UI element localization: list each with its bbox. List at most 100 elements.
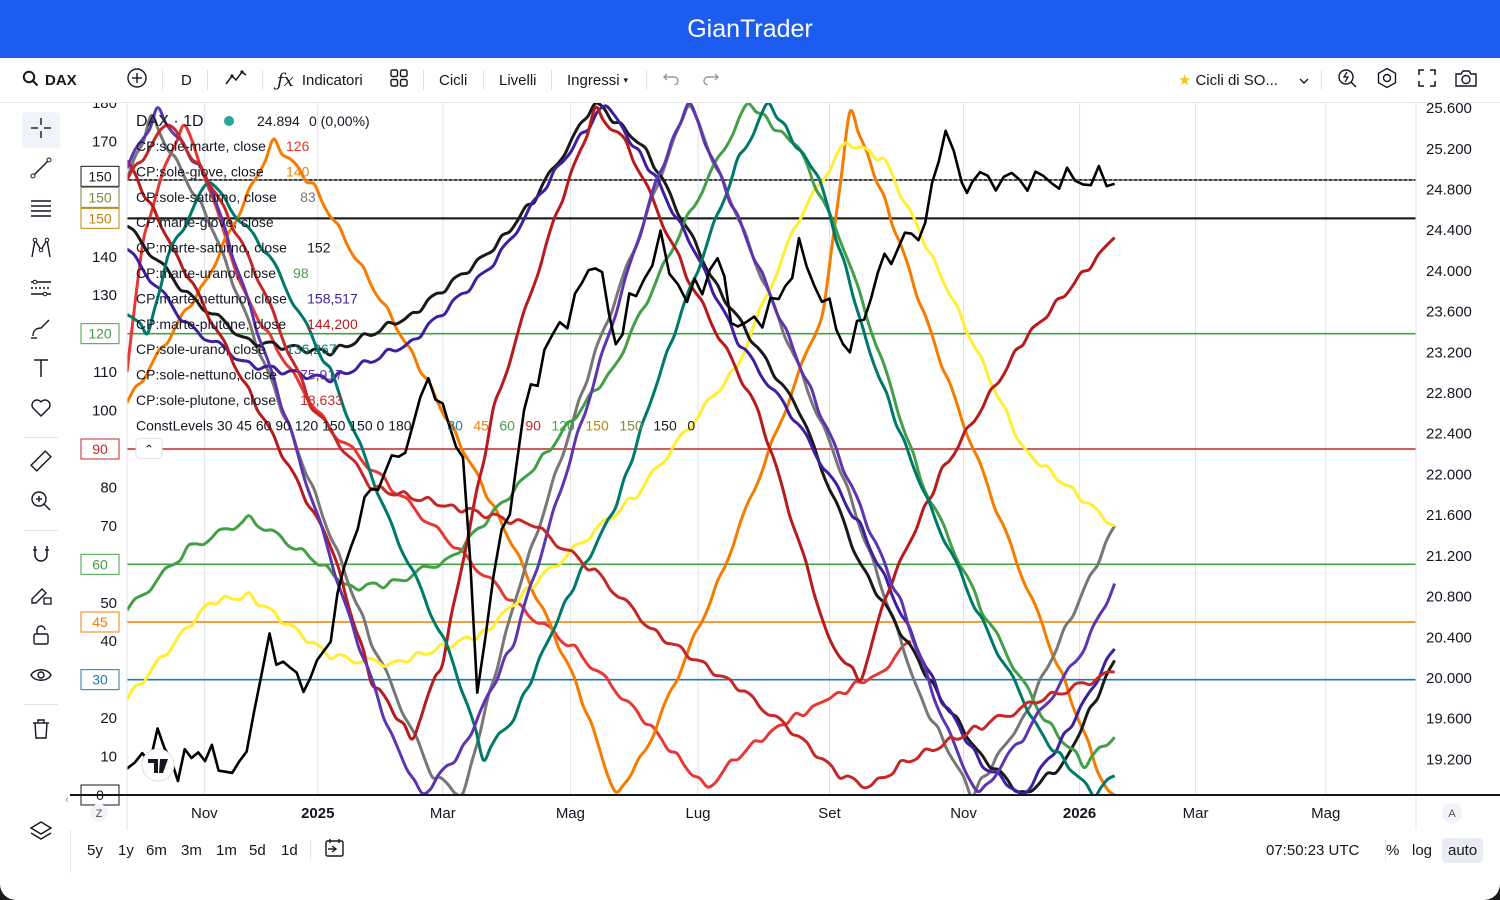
settings-button[interactable] (1376, 58, 1398, 102)
cycle-series-line (127, 141, 1116, 700)
ingressi-label: Ingressi (567, 71, 620, 89)
brush-icon (29, 316, 53, 345)
legend-row-value: 98 (293, 265, 309, 281)
range-1d[interactable]: 1d (281, 841, 298, 859)
auto-scale-button[interactable] (1442, 803, 1462, 823)
zoom-tool[interactable] (28, 490, 54, 516)
chart-area[interactable]: Nov2025MarMagLugSetNov2026MarMag18017016… (70, 103, 1500, 830)
interval-button[interactable]: D (181, 71, 192, 89)
compare-button[interactable] (126, 58, 148, 102)
auto-toggle[interactable]: auto (1442, 837, 1484, 863)
redo-icon (702, 71, 720, 89)
drawing-toolbar (12, 103, 71, 873)
brush-tool[interactable] (28, 317, 54, 343)
collapse-toolbar-button[interactable]: ‹ (65, 794, 69, 806)
level-axis-badge-label: 30 (92, 672, 108, 688)
legend-row-label: CP:marte-giove, close (136, 214, 274, 230)
range-6m[interactable]: 6m (146, 841, 167, 859)
level-axis-badge (80, 438, 120, 460)
pattern-tool[interactable] (28, 237, 54, 263)
fullscreen-button[interactable] (1417, 58, 1437, 102)
undo-button[interactable] (662, 58, 680, 102)
star-icon: ★ (1178, 72, 1192, 89)
measure-tool[interactable] (28, 449, 54, 478)
x-tick-label: Mar (1183, 805, 1209, 822)
percent-toggle[interactable]: % (1386, 841, 1400, 859)
level-axis-badge-label: 150 (88, 210, 112, 226)
crosshair-tool[interactable] (22, 112, 60, 148)
redo-button[interactable] (702, 58, 720, 102)
right-tick-label: 24.800 (1426, 182, 1472, 199)
right-tick-label: 23.600 (1426, 304, 1472, 321)
crosshair-icon (29, 116, 53, 145)
legend-row-value: 83 (300, 189, 316, 205)
favorites-tool[interactable] (28, 397, 54, 423)
lock-all-tool[interactable] (28, 624, 54, 650)
trash-icon (29, 717, 53, 746)
heart-icon (29, 396, 53, 425)
right-tick-label: 23.200 (1426, 344, 1472, 361)
legend-row-value: 140 (286, 163, 310, 179)
grid-icon (389, 68, 409, 92)
left-tick-label: 180 (92, 103, 117, 112)
forecast-icon (29, 276, 53, 305)
legend-row-value: 152 (307, 240, 331, 256)
screenshot-button[interactable] (1454, 58, 1478, 102)
ruler-icon (29, 449, 53, 478)
x-tick-label: Nov (191, 805, 218, 822)
cycle-series-line (127, 103, 1116, 795)
layout-dropdown[interactable]: ★ Cicli di SO... (1178, 58, 1310, 102)
left-tick-label: 10 (100, 749, 117, 766)
auto-wrap: auto (1442, 830, 1484, 870)
magnet-tool[interactable] (28, 544, 54, 570)
caret-down-icon: ▾ (623, 74, 629, 85)
legend-collapse-button[interactable] (135, 437, 163, 459)
legend-row-label: CP:marte-saturno, close (136, 240, 287, 256)
templates-button[interactable] (389, 58, 409, 102)
text-tool[interactable] (28, 357, 54, 383)
level-axis-badge-label: 45 (92, 614, 108, 630)
quick-search-button[interactable] (1336, 58, 1358, 102)
legend-row-label: CP:marte-urano, close (136, 265, 276, 281)
right-tick-label: 21.600 (1426, 507, 1472, 524)
legend-row-label: CP:sole-saturno, close (136, 189, 277, 205)
range-5d[interactable]: 5d (249, 841, 266, 859)
goto-date-button[interactable] (324, 830, 346, 870)
chart-type-button[interactable] (224, 58, 248, 102)
fib-tool[interactable] (28, 197, 54, 223)
legend-row-value: 136,267 (286, 341, 337, 357)
visibility-tool[interactable] (28, 664, 54, 690)
delete-drawings-tool[interactable] (28, 718, 54, 744)
range-1y[interactable]: 1y (118, 841, 134, 859)
cycle-series-line (127, 103, 1116, 770)
lock-draw-tool[interactable] (28, 584, 54, 610)
range-3m[interactable]: 3m (181, 841, 202, 859)
forecast-tool[interactable] (28, 277, 54, 303)
range-5y[interactable]: 5y (87, 841, 103, 859)
right-tick-label: 22.800 (1426, 385, 1472, 402)
ingressi-button[interactable]: Ingressi ▾ (567, 58, 628, 102)
camera-icon (1454, 68, 1478, 92)
chevron-up-icon: ⌃ (144, 442, 154, 456)
indicators-button[interactable]: ƒx Indicatori (277, 58, 363, 102)
top-toolbar: DAX D ƒx Indicatori Cicli Livelli (0, 58, 1500, 103)
fib-lines-icon (29, 196, 53, 225)
cicli-button[interactable]: Cicli (439, 71, 468, 89)
x-tick-label: Set (818, 805, 841, 822)
trendline-tool[interactable] (28, 157, 54, 183)
left-tick-label: 110 (93, 364, 117, 381)
cycle-series-line (127, 104, 1116, 795)
symbol-search[interactable]: DAX (22, 58, 77, 102)
left-tick-label: 130 (92, 287, 117, 304)
left-tick-label: 80 (100, 479, 117, 496)
livelli-button[interactable]: Livelli (499, 71, 537, 89)
zoom-reset-button[interactable] (90, 804, 108, 822)
left-tick-label: 70 (100, 518, 117, 535)
right-axis-panel (1416, 103, 1500, 830)
left-tick-label: 170 (92, 133, 117, 150)
legend-row-label: CP:sole-plutone, close (136, 392, 276, 408)
object-tree-tool[interactable] (28, 820, 54, 846)
log-toggle[interactable]: log (1412, 841, 1433, 859)
range-1m[interactable]: 1m (216, 841, 237, 859)
